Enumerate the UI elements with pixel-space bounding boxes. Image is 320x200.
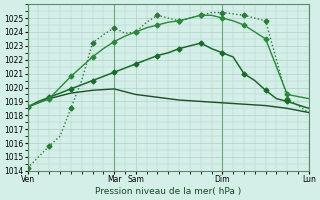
X-axis label: Pression niveau de la mer( hPa ): Pression niveau de la mer( hPa ): [95, 187, 241, 196]
